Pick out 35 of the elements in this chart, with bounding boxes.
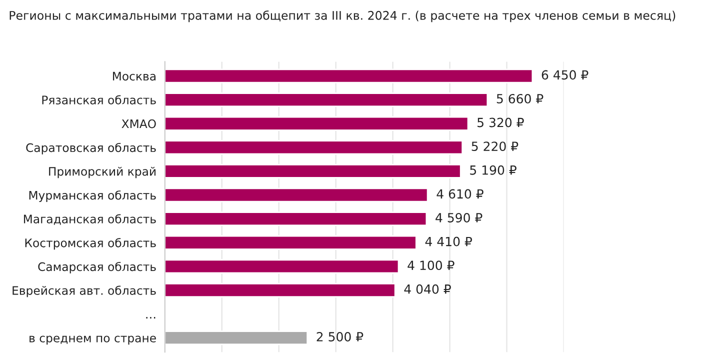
y-tick-label: Мурманская область [29,190,156,202]
data-label: 4 410 ₽ [425,236,472,246]
y-tick-label: ХМАО [122,119,156,128]
data-label: 4 590 ₽ [436,212,482,222]
bar [164,259,400,274]
y-tick-label: … [146,317,156,318]
y-tick-label: Костромская область [25,238,156,250]
data-label: 6 450 ₽ [542,70,588,80]
bar [164,212,428,226]
bar [164,188,428,202]
y-tick-label: Саратовская область [26,142,156,154]
bar [164,92,488,108]
data-label: 5 190 ₽ [470,165,516,175]
bar [164,330,308,346]
y-tick-label: Приморский край [49,166,156,178]
y-tick-label: в среднем по стране [30,336,156,345]
chart-title: Регионы с максимальными тратами на общепит за III кв. 2024 г. (в расчете на трех членов семьи в месяц) [10,10,676,22]
y-tick-label: Рязанская область [42,95,156,104]
bar [164,68,534,84]
data-label: 2 500 ₽ [316,332,364,342]
bar [164,235,417,250]
y-tick-label: Еврейская авт. область [12,286,156,298]
data-label: 5 660 ₽ [496,94,544,104]
data-label: 5 220 ₽ [472,142,518,152]
data-label: 4 610 ₽ [436,189,484,199]
bar [164,140,464,155]
data-label: 4 040 ₽ [404,284,451,294]
y-tick-label: Москва [113,72,156,81]
y-tick-label: Самарская область [38,262,156,274]
y-tick-label: Магаданская область [24,214,156,225]
bar [164,282,396,298]
bar [164,164,462,178]
bar [164,116,469,131]
data-label: 5 320 ₽ [478,118,524,128]
data-label: 4 100 ₽ [408,260,454,270]
